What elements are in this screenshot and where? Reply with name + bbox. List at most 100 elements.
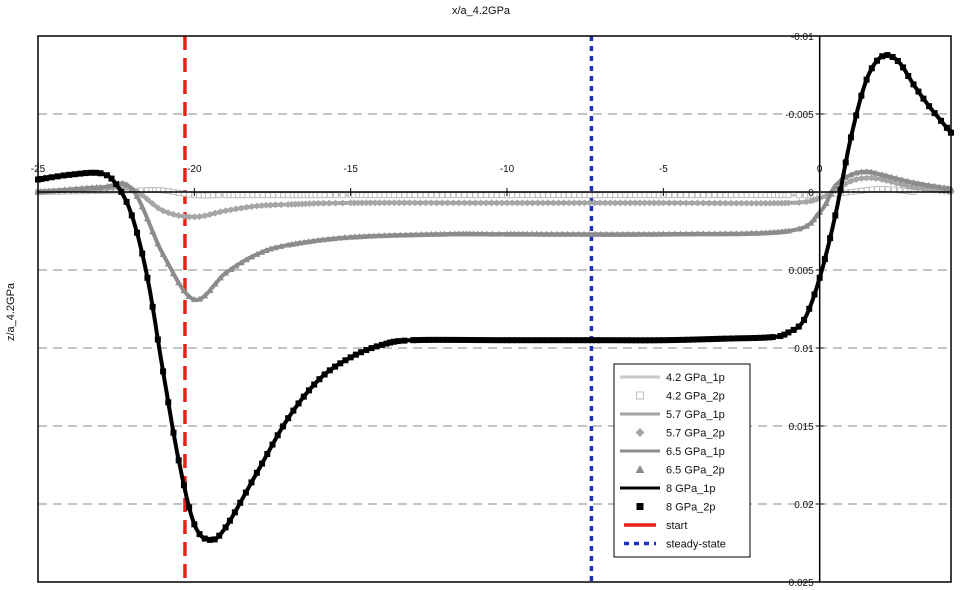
y-tick-label: -0.005	[785, 110, 814, 121]
data-point	[164, 260, 172, 267]
data-point	[513, 199, 521, 207]
data-point	[149, 303, 156, 310]
data-point	[274, 432, 281, 439]
data-point	[227, 265, 235, 272]
data-point	[671, 230, 679, 237]
data-point	[412, 231, 420, 238]
data-point	[134, 229, 141, 236]
data-point	[487, 199, 495, 207]
data-point	[196, 213, 204, 221]
data-point	[752, 229, 760, 236]
data-point	[584, 337, 591, 344]
data-point	[411, 199, 419, 207]
legend-item: steady-state	[624, 539, 726, 551]
data-point	[636, 192, 643, 199]
data-point	[867, 168, 875, 175]
data-point	[237, 204, 245, 212]
legend: 4.2 GPa_1p 4.2 GPa_2p 5.7 GPa_1p 5.7 GPa_2p…	[613, 363, 751, 558]
data-point	[262, 201, 270, 209]
data-point	[650, 199, 658, 207]
data-point	[537, 230, 545, 237]
data-point	[493, 192, 500, 199]
data-point	[837, 186, 844, 193]
data-point	[319, 236, 327, 243]
data-point	[770, 199, 778, 207]
data-point	[680, 336, 687, 343]
data-point	[904, 182, 912, 190]
data-point	[790, 326, 797, 333]
data-point	[570, 199, 578, 207]
data-point	[529, 337, 536, 344]
y-tick-label: 0	[808, 188, 814, 199]
data-point	[900, 64, 907, 71]
data-point	[380, 199, 388, 207]
data-point	[108, 175, 115, 182]
data-point	[676, 230, 684, 237]
x-tick-label: -10	[500, 164, 515, 175]
data-point	[580, 337, 587, 344]
data-point	[868, 186, 875, 193]
data-point	[410, 337, 417, 344]
data-point	[529, 192, 536, 199]
data-point	[385, 199, 393, 207]
data-point	[498, 192, 505, 199]
data-point	[175, 457, 182, 464]
data-point	[762, 199, 770, 207]
data-point	[242, 489, 249, 496]
series-layer	[34, 52, 955, 543]
data-point	[812, 212, 820, 219]
plot-frame	[37, 35, 952, 583]
data-point	[699, 336, 706, 343]
legend-label: 5.7 GPa_2p	[666, 428, 725, 440]
data-point	[734, 335, 741, 342]
data-point	[596, 199, 604, 207]
legend-item: start	[624, 520, 687, 532]
data-point	[570, 337, 577, 344]
data-point	[748, 199, 756, 207]
data-point	[175, 212, 183, 220]
data-point	[383, 340, 390, 347]
data-point	[524, 192, 531, 199]
data-point	[239, 192, 246, 199]
data-point	[209, 192, 216, 199]
data-point	[143, 215, 151, 222]
data-point	[694, 199, 702, 207]
data-point	[365, 232, 373, 239]
data-point	[277, 242, 285, 249]
data-point	[576, 192, 583, 199]
data-point	[329, 235, 337, 242]
data-point	[545, 337, 552, 344]
data-point	[722, 335, 729, 342]
data-point	[711, 230, 719, 237]
data-point	[248, 203, 256, 211]
data-point	[326, 192, 333, 199]
data-point	[362, 199, 370, 207]
data-point	[417, 337, 424, 344]
y-axis-label: z/a_4.2GPa	[5, 282, 17, 341]
data-point	[705, 192, 712, 199]
data-point	[852, 175, 860, 183]
data-point	[509, 192, 516, 199]
data-point	[695, 336, 702, 343]
legend-item: 8 GPa_2p	[636, 502, 716, 514]
data-point	[455, 336, 462, 343]
data-point	[432, 230, 440, 237]
data-point	[477, 192, 484, 199]
data-point	[422, 199, 430, 207]
data-point	[508, 199, 516, 207]
data-point	[371, 199, 379, 207]
data-point	[665, 230, 673, 237]
data-point	[483, 230, 491, 237]
data-point	[237, 259, 245, 266]
legend-label: steady-state	[666, 539, 726, 551]
data-point	[149, 200, 157, 208]
data-point	[222, 269, 230, 276]
data-point	[335, 234, 343, 241]
data-point	[93, 169, 100, 176]
data-point	[186, 504, 193, 511]
data-point	[852, 169, 860, 176]
legend-swatch	[636, 503, 644, 510]
data-point	[222, 524, 229, 531]
data-point	[355, 233, 363, 240]
data-point	[165, 188, 172, 195]
